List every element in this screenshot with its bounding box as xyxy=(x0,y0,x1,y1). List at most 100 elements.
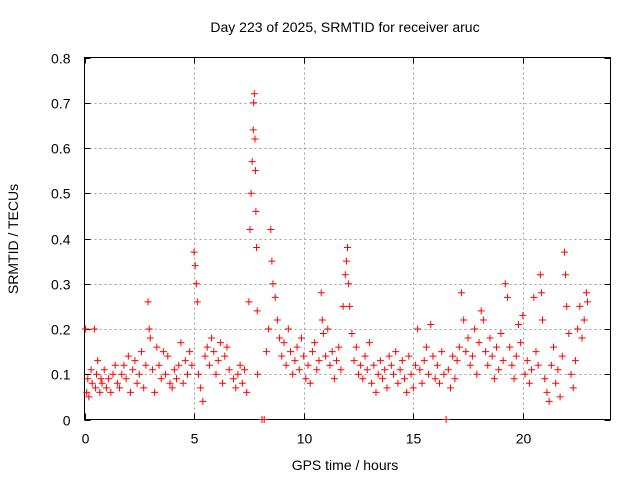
data-point xyxy=(503,293,511,301)
data-point xyxy=(184,370,192,378)
data-point xyxy=(210,348,218,356)
data-point xyxy=(528,366,536,374)
data-point xyxy=(322,352,330,360)
data-point xyxy=(582,289,590,297)
y-tick-label: 0.6 xyxy=(51,141,71,157)
data-point xyxy=(363,366,371,374)
data-point xyxy=(98,379,106,387)
data-point xyxy=(302,375,310,383)
data-point xyxy=(354,370,362,378)
data-point xyxy=(405,352,413,360)
data-point xyxy=(525,379,533,387)
data-point xyxy=(387,361,395,369)
data-point xyxy=(390,370,398,378)
y-tick-label: 0 xyxy=(63,413,71,429)
data-point xyxy=(109,370,117,378)
data-point xyxy=(199,397,207,405)
data-point xyxy=(508,361,516,369)
data-point xyxy=(159,348,167,356)
data-point xyxy=(293,343,301,351)
data-point xyxy=(260,416,268,423)
data-point xyxy=(85,393,93,401)
data-point xyxy=(100,366,108,374)
data-point xyxy=(252,207,260,215)
data-point xyxy=(330,375,338,383)
data-point xyxy=(547,361,555,369)
data-point xyxy=(142,361,150,369)
data-point xyxy=(328,348,336,356)
data-point xyxy=(462,348,470,356)
data-point xyxy=(313,366,321,374)
data-point xyxy=(414,325,422,333)
data-point xyxy=(223,343,231,351)
data-point xyxy=(82,325,90,333)
data-point xyxy=(214,357,222,365)
data-point xyxy=(219,379,227,387)
data-point xyxy=(357,361,365,369)
data-point xyxy=(464,334,472,342)
data-point xyxy=(197,384,205,392)
data-point xyxy=(383,384,391,392)
x-axis-label: GPS time / hours xyxy=(292,457,399,473)
data-point xyxy=(201,352,209,360)
data-point xyxy=(471,325,479,333)
data-point xyxy=(225,366,233,374)
data-point xyxy=(453,357,461,365)
data-point xyxy=(560,248,568,256)
data-point xyxy=(140,384,148,392)
data-point xyxy=(352,343,360,351)
data-point xyxy=(146,334,154,342)
data-point xyxy=(181,357,189,365)
data-point xyxy=(155,361,163,369)
data-point xyxy=(379,375,387,383)
data-point xyxy=(398,357,406,365)
data-point xyxy=(385,352,393,360)
data-point xyxy=(289,370,297,378)
data-point xyxy=(216,339,224,347)
data-point xyxy=(376,357,384,365)
x-tick-label: 20 xyxy=(516,431,532,447)
data-point xyxy=(429,352,437,360)
data-point xyxy=(137,348,145,356)
data-point xyxy=(306,379,314,387)
data-point xyxy=(578,334,586,342)
data-point xyxy=(253,244,261,252)
data-point xyxy=(107,388,115,396)
data-point xyxy=(276,334,284,342)
data-point xyxy=(576,302,584,310)
data-point xyxy=(188,361,196,369)
data-point xyxy=(319,330,327,338)
data-point xyxy=(554,366,562,374)
data-point xyxy=(372,388,380,396)
data-point xyxy=(145,325,153,333)
x-tick-label: 0 xyxy=(82,431,90,447)
data-point xyxy=(186,348,194,356)
data-point xyxy=(88,379,96,387)
data-point xyxy=(475,339,483,347)
data-point xyxy=(580,316,588,324)
data-point xyxy=(341,271,349,279)
data-point xyxy=(344,244,351,252)
data-point xyxy=(556,393,564,401)
data-point xyxy=(506,343,514,351)
data-point xyxy=(84,375,92,383)
data-point xyxy=(479,316,487,324)
data-point xyxy=(102,384,110,392)
data-point xyxy=(534,361,542,369)
data-point xyxy=(488,352,496,360)
data-point xyxy=(482,348,490,356)
data-point xyxy=(466,361,474,369)
data-point xyxy=(345,280,353,288)
data-point xyxy=(444,366,452,374)
data-point xyxy=(190,248,198,256)
data-point xyxy=(541,375,549,383)
data-point xyxy=(420,357,428,365)
data-point xyxy=(113,379,121,387)
data-point xyxy=(262,348,270,356)
data-point xyxy=(497,330,505,338)
x-tick-label: 15 xyxy=(406,431,422,447)
data-point xyxy=(460,316,468,324)
data-point xyxy=(337,366,345,374)
data-point xyxy=(304,361,312,369)
data-point xyxy=(203,343,211,351)
